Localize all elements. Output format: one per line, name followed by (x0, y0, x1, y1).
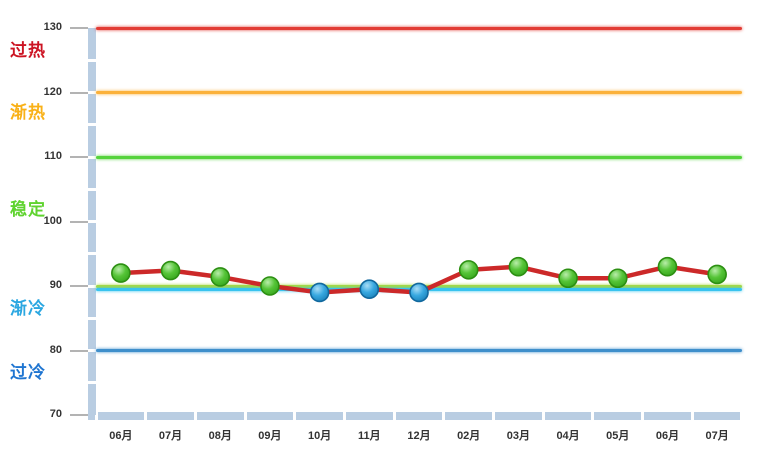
x-axis-bar-segment (445, 412, 493, 420)
data-point-06月-0[interactable] (111, 263, 131, 283)
data-point-02月-7[interactable] (458, 260, 479, 280)
data-point-07月-1[interactable] (160, 260, 181, 281)
data-point-03月-8[interactable] (508, 256, 529, 277)
x-axis-bar-segment (644, 412, 691, 420)
x-axis-label-0: 06月 (109, 430, 133, 442)
y-axis-bar-segment (88, 384, 96, 415)
x-axis-bar-segment (147, 412, 194, 420)
x-axis-bar-segment (196, 412, 244, 420)
zone-boundary-line-80 (96, 349, 742, 352)
x-axis-label-6: 12月 (407, 430, 431, 442)
data-point-10月-4[interactable] (309, 282, 330, 303)
y-tick-label-120: 120 (43, 85, 62, 98)
x-axis-bar-segment (246, 412, 294, 420)
x-axis-label-4: 10月 (307, 430, 332, 442)
y-axis-bar-segment (88, 287, 96, 317)
x-axis-label-7: 02月 (457, 430, 481, 442)
x-axis-bar-segment (345, 412, 393, 420)
y-tick-label-100: 100 (43, 214, 62, 227)
x-axis-bar-segment (693, 412, 741, 420)
zone-label-2: 渐热 (10, 103, 46, 123)
y-axis-bar-segment (88, 319, 96, 349)
y-tick-label-110: 110 (44, 150, 62, 162)
data-point-05月-10[interactable] (607, 268, 628, 289)
y-tick-label-130: 130 (43, 21, 62, 33)
zone-label-3: 稳定 (10, 199, 46, 219)
data-point-09月-3[interactable] (260, 276, 280, 296)
zone-boundary-line-130 (96, 26, 742, 30)
zone-label-4: 渐冷 (10, 298, 46, 318)
data-point-06月-11[interactable] (657, 256, 678, 277)
data-point-04月-9[interactable] (558, 268, 578, 289)
y-axis-bar-segment (88, 352, 96, 382)
x-axis-label-12: 07月 (705, 430, 729, 442)
x-axis-label-10: 05月 (606, 430, 630, 442)
x-axis-label-8: 03月 (506, 430, 530, 442)
y-axis-bar-segment (88, 28, 96, 59)
y-tick-mark-80 (70, 349, 88, 352)
x-axis-label-3: 09月 (258, 430, 282, 442)
x-axis-bar-segment (544, 412, 592, 420)
y-axis-bar-segment (88, 94, 96, 124)
y-axis-bar-segment (88, 126, 96, 156)
y-axis-bar-segment (88, 223, 96, 253)
x-axis-bar-segment (594, 412, 642, 420)
y-tick-label-70: 70 (49, 408, 62, 420)
y-axis-bar-segment (88, 255, 96, 285)
zone-label-1: 过热 (10, 40, 46, 60)
x-axis-label-5: 11月 (357, 430, 381, 442)
x-axis-bar-segment (97, 412, 145, 420)
x-axis-bar-segment (88, 412, 95, 420)
y-tick-mark-100 (70, 220, 88, 223)
y-axis-bar-segment (88, 158, 96, 188)
x-axis-label-9: 04月 (556, 430, 580, 442)
x-axis-bar-segment (495, 412, 542, 420)
data-point-11月-5[interactable] (359, 279, 380, 300)
x-axis-label-2: 08月 (208, 430, 232, 442)
zone-label-5: 过冷 (10, 363, 46, 383)
y-tick-mark-120 (70, 91, 88, 94)
y-axis-bar-segment (88, 61, 96, 91)
x-axis-label-11: 06月 (655, 430, 680, 442)
data-point-07月-12[interactable] (707, 264, 727, 285)
data-point-08月-2[interactable] (210, 267, 231, 287)
y-tick-mark-130 (70, 27, 88, 29)
y-tick-label-80: 80 (49, 343, 62, 356)
zone-boundary-line-110 (96, 155, 742, 159)
y-tick-mark-110 (70, 156, 88, 158)
y-tick-label-90: 90 (49, 279, 62, 291)
data-point-12月-6[interactable] (409, 282, 429, 303)
x-axis-bar-segment (296, 412, 343, 420)
x-axis-label-1: 07月 (158, 430, 183, 442)
zone-boundary-line-120 (96, 91, 742, 94)
y-tick-mark-70 (70, 414, 88, 416)
y-tick-mark-90 (70, 285, 88, 287)
y-axis-bar-segment (88, 190, 96, 220)
x-axis-bar-segment (395, 412, 443, 420)
